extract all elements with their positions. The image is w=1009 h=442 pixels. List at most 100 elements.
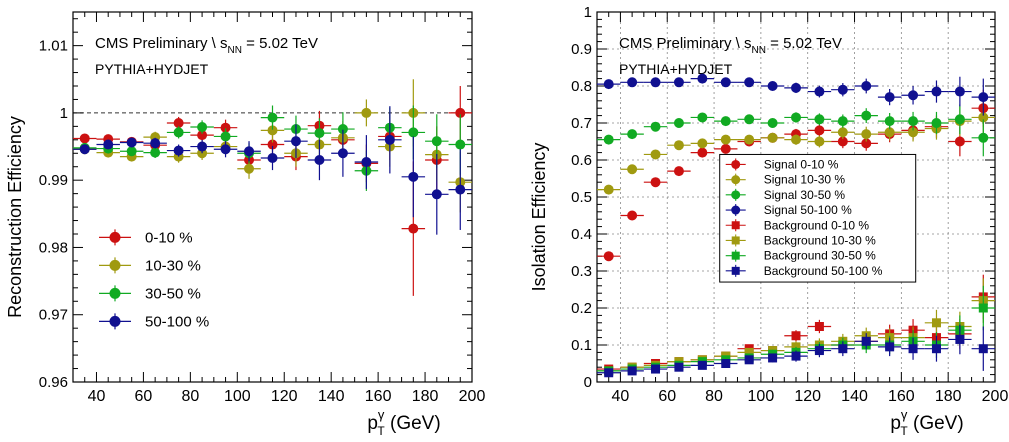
- data-point: [954, 86, 965, 97]
- data-point: [931, 86, 942, 97]
- data-point: [603, 79, 614, 90]
- data-point: [931, 318, 941, 328]
- legend-label: 50-100 %: [145, 313, 209, 330]
- x-tick-label: 180: [935, 388, 962, 405]
- x-axis-title-sub: T: [900, 424, 908, 437]
- data-point: [720, 116, 731, 127]
- data-point: [744, 347, 754, 357]
- legend-marker: [731, 190, 741, 200]
- data-point: [314, 155, 325, 165]
- data-point: [861, 138, 872, 149]
- data-point: [978, 344, 988, 354]
- x-tick-label: 60: [658, 388, 676, 405]
- data-point: [884, 92, 895, 103]
- y-tick-label: 1.01: [39, 38, 68, 55]
- data-point: [908, 344, 918, 354]
- data-point: [673, 140, 684, 151]
- data-point: [455, 139, 466, 150]
- y-tick-label: 0.3: [571, 263, 592, 280]
- data-point: [173, 145, 184, 156]
- chart-title: CMS Preliminary \ sNN = 5.02 TeV: [619, 35, 842, 56]
- chart-title: CMS Preliminary \ sNN = 5.02 TeV: [95, 35, 318, 56]
- data-point: [885, 342, 895, 352]
- x-axis-title-tail: (GeV): [385, 413, 441, 434]
- data-point: [627, 129, 638, 140]
- y-tick-label: 0.7: [571, 115, 592, 132]
- data-point: [697, 360, 707, 370]
- data-point: [603, 184, 614, 195]
- x-tick-label: 200: [982, 388, 1009, 405]
- reconstruction-efficiency-panel: 40 60 80 100 120 140 160 180 200 0.96 0.97 0.98 0.99…: [5, 11, 486, 438]
- data-point: [908, 127, 919, 138]
- data-point: [314, 128, 325, 139]
- data-point: [954, 136, 965, 147]
- isolation-efficiency-panel: 40 60 80 100 120 140 160 180 200 0 0.1 0.2 0.3 0.4 0.5…: [529, 4, 1009, 438]
- data-point: [861, 129, 872, 140]
- data-point: [267, 112, 278, 123]
- data-point: [408, 127, 419, 138]
- y-axis-title: Isolation Efficiency: [529, 143, 549, 292]
- legend-label: Signal 30-50 %: [764, 188, 846, 202]
- legend-label: Signal 50-100 %: [764, 203, 852, 217]
- data-point: [455, 184, 466, 195]
- x-tick-label: 120: [794, 388, 821, 405]
- x-tick-label: 200: [459, 388, 486, 405]
- data-point: [791, 82, 801, 93]
- data-point: [197, 141, 208, 152]
- legend-marker: [109, 315, 121, 327]
- data-point: [361, 107, 372, 118]
- data-point: [767, 132, 778, 143]
- data-point: [650, 149, 661, 160]
- x-tick-label: 100: [748, 388, 775, 405]
- data-point: [768, 353, 778, 363]
- legend-label: Background 10-30 %: [764, 233, 876, 247]
- legend-marker: [731, 236, 740, 245]
- x-axis-title: pγ T (GeV): [890, 407, 963, 437]
- data-point: [627, 366, 637, 376]
- series-50-100-: [73, 106, 472, 235]
- data-point: [673, 118, 684, 128]
- chart-title-main: CMS Preliminary \ s: [95, 35, 228, 52]
- legend-box: [719, 153, 917, 283]
- x-tick-label: 160: [888, 388, 915, 405]
- x-tick-label: 100: [224, 388, 251, 405]
- series-background-50-100-: [597, 324, 995, 378]
- data-point: [721, 359, 731, 368]
- series-signal-50-100-: [597, 73, 995, 116]
- data-point: [361, 157, 372, 168]
- y-tick-label: 0: [584, 374, 592, 391]
- data-point: [673, 77, 684, 88]
- x-tick-label: 180: [412, 388, 439, 405]
- y-axis-title: Reconstruction Efficiency: [5, 116, 25, 318]
- legend-label: 30-50 %: [145, 285, 201, 302]
- data-point: [173, 118, 184, 128]
- y-tick-label: 0.9: [571, 41, 592, 58]
- data-point: [744, 77, 755, 88]
- data-point: [673, 166, 684, 177]
- data-point: [650, 121, 661, 132]
- chart-subtitle: PYTHIA+HYDJET: [95, 61, 209, 77]
- data-point: [697, 138, 708, 149]
- data-point: [931, 344, 941, 354]
- data-point: [384, 134, 395, 145]
- data-point: [744, 134, 755, 145]
- x-axis-title-main: p: [890, 413, 901, 434]
- data-point: [220, 122, 231, 133]
- x-tick-label: 140: [318, 388, 345, 405]
- data-point: [697, 112, 708, 123]
- data-point: [884, 116, 895, 127]
- data-point: [197, 130, 208, 141]
- x-tick-label: 40: [612, 388, 630, 405]
- x-tick-label: 120: [271, 388, 298, 405]
- data-point: [814, 125, 825, 136]
- y-tick-label: 0.8: [571, 78, 592, 95]
- data-point: [651, 364, 661, 374]
- data-point: [837, 127, 848, 138]
- data-point: [79, 144, 90, 155]
- data-point: [791, 351, 801, 361]
- data-point: [720, 134, 731, 145]
- y-tick-label: 0.1: [571, 337, 592, 354]
- data-point: [79, 133, 90, 144]
- data-point: [838, 344, 848, 354]
